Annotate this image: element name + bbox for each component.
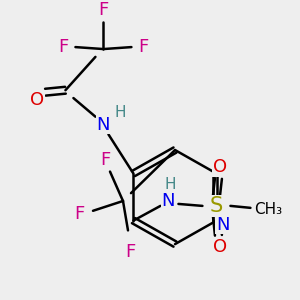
Text: S: S xyxy=(210,196,223,216)
Text: N: N xyxy=(97,116,110,134)
Text: F: F xyxy=(98,1,109,19)
Text: N: N xyxy=(216,215,229,233)
Text: F: F xyxy=(100,151,110,169)
Text: O: O xyxy=(30,91,44,109)
Text: F: F xyxy=(138,38,148,56)
Text: CH₃: CH₃ xyxy=(254,202,283,217)
Text: F: F xyxy=(58,38,69,56)
Text: H: H xyxy=(115,105,126,120)
Text: O: O xyxy=(213,158,227,176)
Text: O: O xyxy=(213,238,227,256)
Text: F: F xyxy=(125,243,135,261)
Text: N: N xyxy=(162,192,175,210)
Text: F: F xyxy=(74,205,84,223)
Text: H: H xyxy=(165,177,176,192)
